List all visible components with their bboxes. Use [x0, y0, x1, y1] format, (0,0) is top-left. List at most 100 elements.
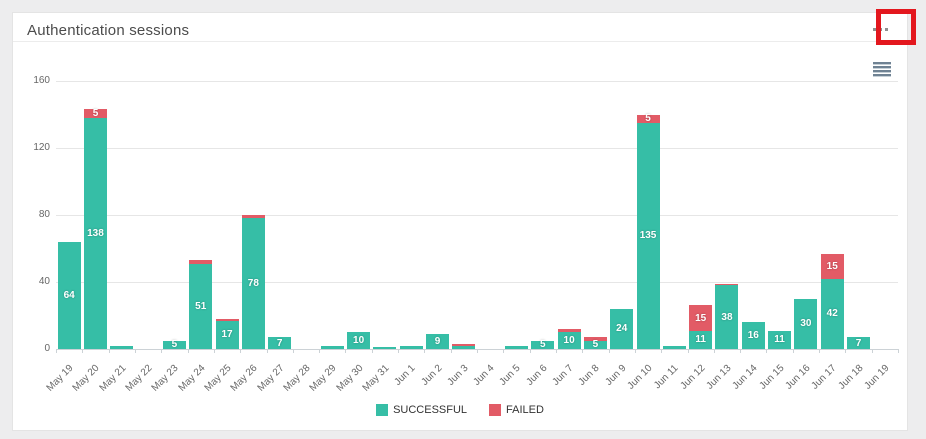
chart-export-menu-button[interactable]	[873, 61, 891, 77]
x-axis-tick	[555, 349, 557, 353]
x-axis-tick	[766, 349, 768, 353]
x-axis-tick	[819, 349, 821, 353]
x-axis-tick	[82, 349, 84, 353]
y-axis-label: 160	[33, 75, 50, 86]
bar-successful[interactable]	[531, 340, 555, 349]
bar-value-label: 42	[826, 308, 838, 320]
bar-failed[interactable]	[820, 253, 844, 279]
bar-value-label: 5	[171, 339, 178, 351]
bar-successful[interactable]	[215, 320, 239, 349]
bar-successful[interactable]	[241, 218, 265, 349]
bar-value-label: 16	[747, 330, 759, 342]
legend-swatch-successful	[376, 404, 389, 416]
bar-value-label: 5	[540, 339, 546, 351]
x-axis-tick	[371, 349, 373, 353]
bar-value-label: 10	[353, 335, 365, 347]
bar-failed[interactable]	[636, 114, 660, 123]
x-axis-tick	[161, 349, 163, 353]
x-axis-tick	[503, 349, 505, 353]
x-axis-tick	[608, 349, 610, 353]
bar-failed[interactable]	[215, 318, 239, 321]
bar-value-label: 5	[92, 108, 99, 120]
auth-sessions-card: Authentication sessions 0 40 80 120 160 May 1…	[12, 12, 908, 431]
x-axis-tick	[213, 349, 215, 353]
x-axis-tick	[792, 349, 794, 353]
bar-value-label: 11	[774, 334, 785, 346]
bar-successful[interactable]	[847, 337, 871, 349]
bar-successful[interactable]	[768, 330, 792, 349]
y-axis-label: 40	[38, 276, 50, 287]
hamburger-icon	[873, 70, 891, 72]
legend-item-successful[interactable]: SUCCESSFUL	[376, 404, 467, 416]
bar-value-label: 5	[645, 113, 651, 125]
bar-value-label: 138	[87, 227, 104, 239]
x-axis-tick	[108, 349, 110, 353]
x-axis-tick	[398, 349, 400, 353]
x-axis-tick	[634, 349, 636, 353]
hamburger-icon	[873, 62, 891, 64]
x-axis-tick	[477, 349, 478, 353]
bar-successful[interactable]	[583, 340, 607, 349]
bar-successful[interactable]	[347, 332, 371, 349]
x-axis-tick	[450, 349, 452, 353]
x-axis-tick	[240, 349, 242, 353]
ellipsis-icon	[872, 27, 876, 31]
bar-successful[interactable]	[504, 345, 528, 349]
bar-failed[interactable]	[715, 283, 739, 286]
bar-value-label: 7	[855, 337, 862, 349]
bar-successful[interactable]	[689, 330, 713, 349]
bar-successful[interactable]	[426, 333, 450, 349]
bar-successful[interactable]	[820, 278, 844, 349]
gridline	[56, 282, 898, 283]
y-axis-label: 120	[33, 142, 50, 153]
chart-legend: SUCCESSFUL FAILED	[13, 404, 907, 416]
x-axis-tick	[582, 349, 584, 353]
bar-successful[interactable]	[741, 322, 765, 349]
bar-successful[interactable]	[83, 117, 107, 349]
bar-failed[interactable]	[189, 260, 213, 264]
x-axis-tick	[898, 349, 899, 353]
bar-successful[interactable]	[268, 337, 292, 349]
bar-value-label: 38	[721, 311, 733, 323]
bar-value-label: 7	[276, 337, 283, 349]
bar-successful[interactable]	[610, 308, 634, 349]
legend-item-failed[interactable]: FAILED	[489, 404, 544, 416]
gridline	[56, 148, 898, 149]
x-axis-tick	[292, 349, 294, 353]
x-axis-tick	[687, 349, 689, 353]
x-axis-tick	[871, 349, 873, 353]
bar-successful[interactable]	[662, 345, 686, 349]
ellipsis-icon	[884, 27, 888, 31]
bar-successful[interactable]	[320, 345, 344, 349]
gridline	[56, 81, 898, 82]
bar-successful[interactable]	[557, 332, 581, 349]
bar-failed[interactable]	[583, 337, 607, 341]
bar-successful[interactable]	[452, 345, 476, 349]
x-axis-tick	[187, 349, 189, 353]
bar-successful[interactable]	[373, 347, 397, 349]
bar-successful[interactable]	[794, 298, 818, 349]
x-axis-tick	[134, 349, 136, 353]
bar-failed[interactable]	[557, 328, 581, 333]
bar-failed[interactable]	[83, 109, 107, 118]
bar-successful[interactable]	[636, 122, 660, 349]
x-axis-tick	[845, 349, 847, 353]
bar-failed[interactable]	[689, 305, 713, 331]
x-axis-tick	[713, 349, 715, 353]
bar-failed[interactable]	[241, 215, 265, 219]
x-axis-tick	[661, 349, 663, 353]
bar-successful[interactable]	[715, 285, 739, 349]
gridline	[56, 215, 898, 216]
x-axis-tick	[345, 349, 347, 353]
y-axis-label: 80	[38, 209, 50, 220]
bar-successful[interactable]	[110, 345, 134, 349]
bar-successful[interactable]	[162, 340, 186, 349]
legend-swatch-failed	[489, 404, 502, 416]
x-axis-tick	[266, 349, 268, 353]
bar-successful[interactable]	[399, 345, 423, 349]
bar-failed[interactable]	[452, 343, 476, 346]
card-header: Authentication sessions	[13, 13, 907, 42]
ellipsis-menu-button[interactable]	[867, 21, 893, 37]
bar-successful[interactable]	[189, 263, 213, 349]
bar-successful[interactable]	[57, 241, 81, 349]
